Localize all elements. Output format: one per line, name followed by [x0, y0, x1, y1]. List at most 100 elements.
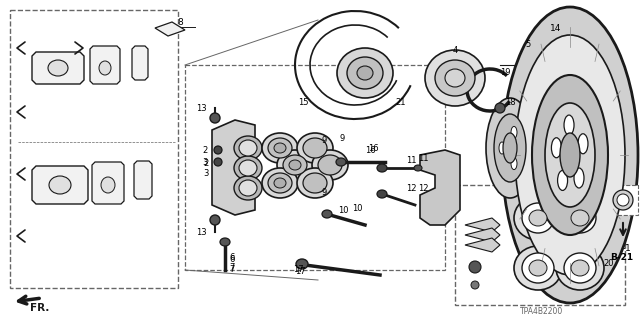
Text: 14: 14 — [550, 23, 561, 33]
Ellipse shape — [545, 103, 595, 207]
Text: 20: 20 — [604, 260, 614, 268]
Ellipse shape — [303, 173, 327, 193]
Text: 17: 17 — [293, 266, 303, 275]
Ellipse shape — [283, 155, 307, 175]
Text: TPA4B2200: TPA4B2200 — [520, 308, 563, 316]
Ellipse shape — [262, 168, 298, 198]
Ellipse shape — [571, 260, 589, 276]
Ellipse shape — [262, 133, 298, 163]
Ellipse shape — [268, 138, 292, 158]
Ellipse shape — [377, 190, 387, 198]
Polygon shape — [90, 46, 120, 84]
Bar — [455, 185, 625, 305]
Text: 13: 13 — [196, 228, 207, 236]
Text: 16: 16 — [368, 143, 379, 153]
Text: 7: 7 — [229, 263, 234, 273]
Text: 11: 11 — [406, 156, 417, 164]
Ellipse shape — [101, 177, 115, 193]
Text: 18: 18 — [505, 98, 516, 107]
Text: 11: 11 — [418, 154, 429, 163]
Ellipse shape — [499, 142, 505, 154]
Ellipse shape — [532, 75, 608, 235]
Ellipse shape — [296, 259, 308, 269]
Text: B-21: B-21 — [610, 253, 633, 262]
Ellipse shape — [274, 178, 286, 188]
Text: 2: 2 — [203, 146, 208, 155]
Ellipse shape — [214, 158, 222, 166]
Ellipse shape — [529, 260, 547, 276]
Ellipse shape — [511, 126, 517, 139]
Ellipse shape — [277, 150, 313, 180]
Ellipse shape — [377, 164, 387, 172]
Ellipse shape — [469, 261, 481, 273]
Ellipse shape — [564, 253, 596, 283]
Text: 8: 8 — [177, 18, 183, 27]
Ellipse shape — [239, 180, 257, 196]
Ellipse shape — [49, 176, 71, 194]
Text: 15: 15 — [298, 98, 308, 107]
Ellipse shape — [578, 134, 588, 154]
Ellipse shape — [552, 138, 561, 158]
Bar — [185, 65, 445, 270]
Text: 7: 7 — [229, 266, 234, 275]
Polygon shape — [32, 166, 88, 204]
Ellipse shape — [560, 133, 580, 177]
Ellipse shape — [234, 156, 262, 180]
Text: 12: 12 — [406, 183, 417, 193]
Polygon shape — [132, 46, 148, 80]
Ellipse shape — [435, 60, 475, 96]
Text: 2: 2 — [203, 158, 208, 167]
Ellipse shape — [268, 173, 292, 193]
Ellipse shape — [511, 157, 517, 170]
Text: 9: 9 — [322, 135, 327, 145]
Text: 21: 21 — [395, 98, 406, 107]
Ellipse shape — [557, 171, 568, 190]
Ellipse shape — [414, 165, 422, 171]
Polygon shape — [465, 238, 500, 252]
Text: 9: 9 — [322, 188, 327, 196]
Ellipse shape — [425, 50, 485, 106]
Text: 4: 4 — [452, 45, 458, 54]
Text: 3: 3 — [203, 157, 208, 166]
Ellipse shape — [529, 210, 547, 226]
Ellipse shape — [502, 7, 638, 303]
Ellipse shape — [494, 114, 526, 182]
Ellipse shape — [214, 146, 222, 154]
Ellipse shape — [99, 61, 111, 75]
Ellipse shape — [48, 60, 68, 76]
Text: 17: 17 — [295, 268, 306, 276]
Ellipse shape — [522, 253, 554, 283]
Ellipse shape — [574, 168, 584, 188]
Ellipse shape — [239, 160, 257, 176]
Ellipse shape — [514, 196, 562, 240]
Ellipse shape — [234, 136, 262, 160]
Ellipse shape — [357, 66, 373, 80]
Polygon shape — [134, 161, 152, 199]
Ellipse shape — [503, 133, 517, 163]
Ellipse shape — [297, 168, 333, 198]
Ellipse shape — [471, 281, 479, 289]
Text: 9: 9 — [340, 133, 345, 142]
Ellipse shape — [210, 215, 220, 225]
Polygon shape — [92, 162, 124, 204]
Text: FR.: FR. — [30, 303, 49, 313]
Ellipse shape — [220, 238, 230, 246]
Text: 10: 10 — [338, 205, 349, 214]
Polygon shape — [465, 228, 500, 242]
Ellipse shape — [556, 196, 604, 240]
Text: 19: 19 — [500, 68, 511, 76]
Ellipse shape — [515, 35, 625, 275]
Ellipse shape — [336, 158, 346, 166]
Ellipse shape — [514, 246, 562, 290]
Bar — [608, 185, 638, 215]
Ellipse shape — [318, 155, 342, 175]
Text: 13: 13 — [196, 103, 207, 113]
Text: 1: 1 — [625, 244, 631, 252]
Ellipse shape — [564, 115, 574, 135]
Polygon shape — [155, 22, 185, 36]
Ellipse shape — [303, 138, 327, 158]
Ellipse shape — [617, 194, 629, 206]
Ellipse shape — [274, 143, 286, 153]
Ellipse shape — [239, 140, 257, 156]
Text: 12: 12 — [418, 183, 429, 193]
